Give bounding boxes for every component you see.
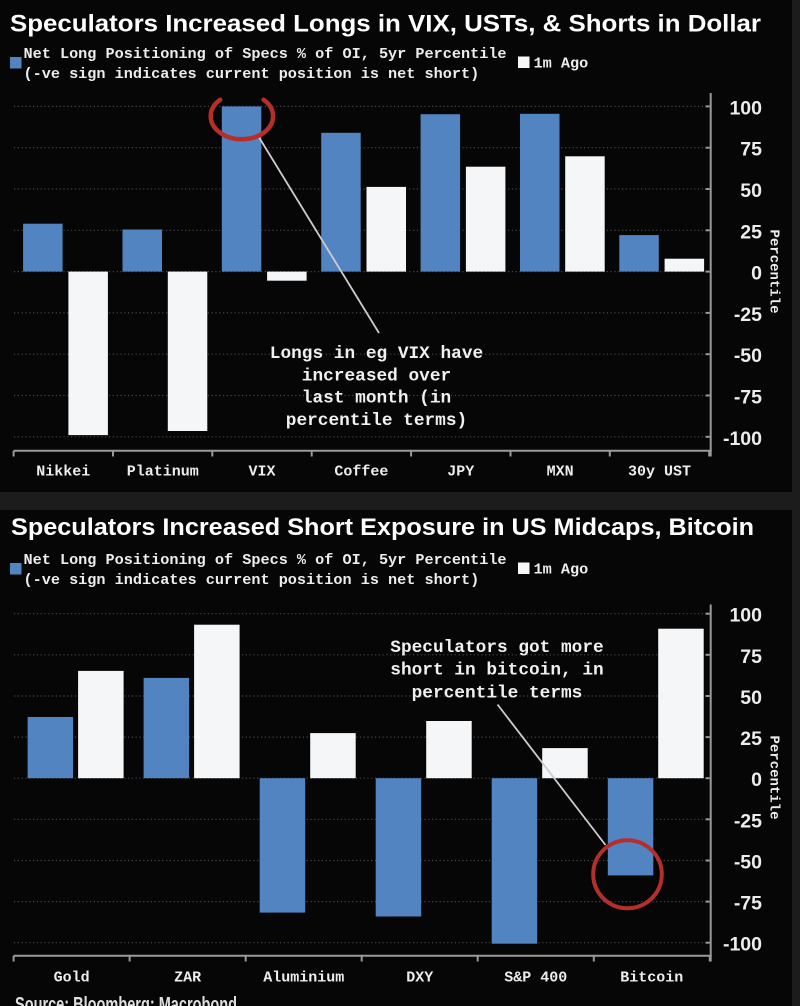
svg-text:JPY: JPY — [447, 464, 474, 481]
svg-text:Gold: Gold — [54, 970, 90, 987]
svg-text:30y UST: 30y UST — [628, 464, 691, 481]
svg-text:25: 25 — [740, 221, 762, 243]
svg-text:percentile terms): percentile terms) — [286, 411, 467, 431]
svg-text:75: 75 — [740, 646, 762, 668]
svg-text:-100: -100 — [723, 428, 762, 450]
svg-text:Aluminium: Aluminium — [263, 970, 344, 987]
svg-text:Net Long Positioning of Specs: Net Long Positioning of Specs % of OI, 5… — [24, 551, 507, 569]
svg-text:1m Ago: 1m Ago — [534, 561, 589, 579]
svg-text:DXY: DXY — [406, 970, 433, 987]
svg-text:MXN: MXN — [547, 464, 574, 481]
svg-text:Bitcoin: Bitcoin — [620, 970, 683, 987]
svg-text:Coffee: Coffee — [334, 464, 388, 481]
svg-text:Source: Bloomberg; Macrobond: Source: Bloomberg; Macrobond — [15, 994, 237, 1006]
svg-text:-75: -75 — [734, 387, 762, 409]
svg-text:-100: -100 — [723, 934, 762, 956]
svg-text:VIX: VIX — [248, 464, 275, 481]
svg-text:(-ve sign indicates current po: (-ve sign indicates current position is … — [24, 571, 480, 589]
svg-text:100: 100 — [729, 97, 762, 119]
svg-text:100: 100 — [729, 605, 762, 627]
svg-text:-50: -50 — [734, 852, 762, 874]
svg-text:Percentile: Percentile — [766, 229, 782, 313]
svg-text:(-ve sign indicates current po: (-ve sign indicates current position is … — [24, 65, 480, 83]
svg-text:Speculators Increased Short Ex: Speculators Increased Short Exposure in … — [11, 514, 754, 541]
svg-text:Percentile: Percentile — [766, 735, 782, 819]
svg-text:Platinum: Platinum — [127, 464, 199, 481]
svg-text:50: 50 — [740, 687, 762, 709]
svg-text:75: 75 — [740, 139, 762, 161]
svg-text:0: 0 — [751, 263, 762, 285]
svg-text:S&P 400: S&P 400 — [504, 970, 567, 987]
svg-text:-50: -50 — [734, 345, 762, 367]
svg-text:-25: -25 — [734, 810, 762, 832]
svg-text:25: 25 — [740, 728, 762, 750]
svg-text:Speculators got more: Speculators got more — [390, 638, 603, 658]
svg-text:Speculators Increased Longs in: Speculators Increased Longs in VIX, USTs… — [10, 10, 761, 37]
svg-text:-75: -75 — [734, 893, 762, 915]
svg-text:short in bitcoin, in: short in bitcoin, in — [390, 661, 603, 681]
svg-text:Longs in eg VIX have: Longs in eg VIX have — [270, 344, 483, 364]
svg-text:ZAR: ZAR — [174, 970, 201, 987]
svg-text:Nikkei: Nikkei — [36, 464, 90, 481]
svg-text:last month (in: last month (in — [302, 389, 451, 409]
svg-text:increased over: increased over — [302, 366, 451, 386]
svg-text:0: 0 — [751, 769, 762, 791]
svg-text:50: 50 — [740, 180, 762, 202]
svg-text:percentile terms: percentile terms — [412, 683, 583, 703]
svg-text:-25: -25 — [734, 304, 762, 326]
svg-text:1m Ago: 1m Ago — [534, 55, 589, 73]
svg-text:Net Long Positioning of Specs: Net Long Positioning of Specs % of OI, 5… — [24, 45, 507, 63]
